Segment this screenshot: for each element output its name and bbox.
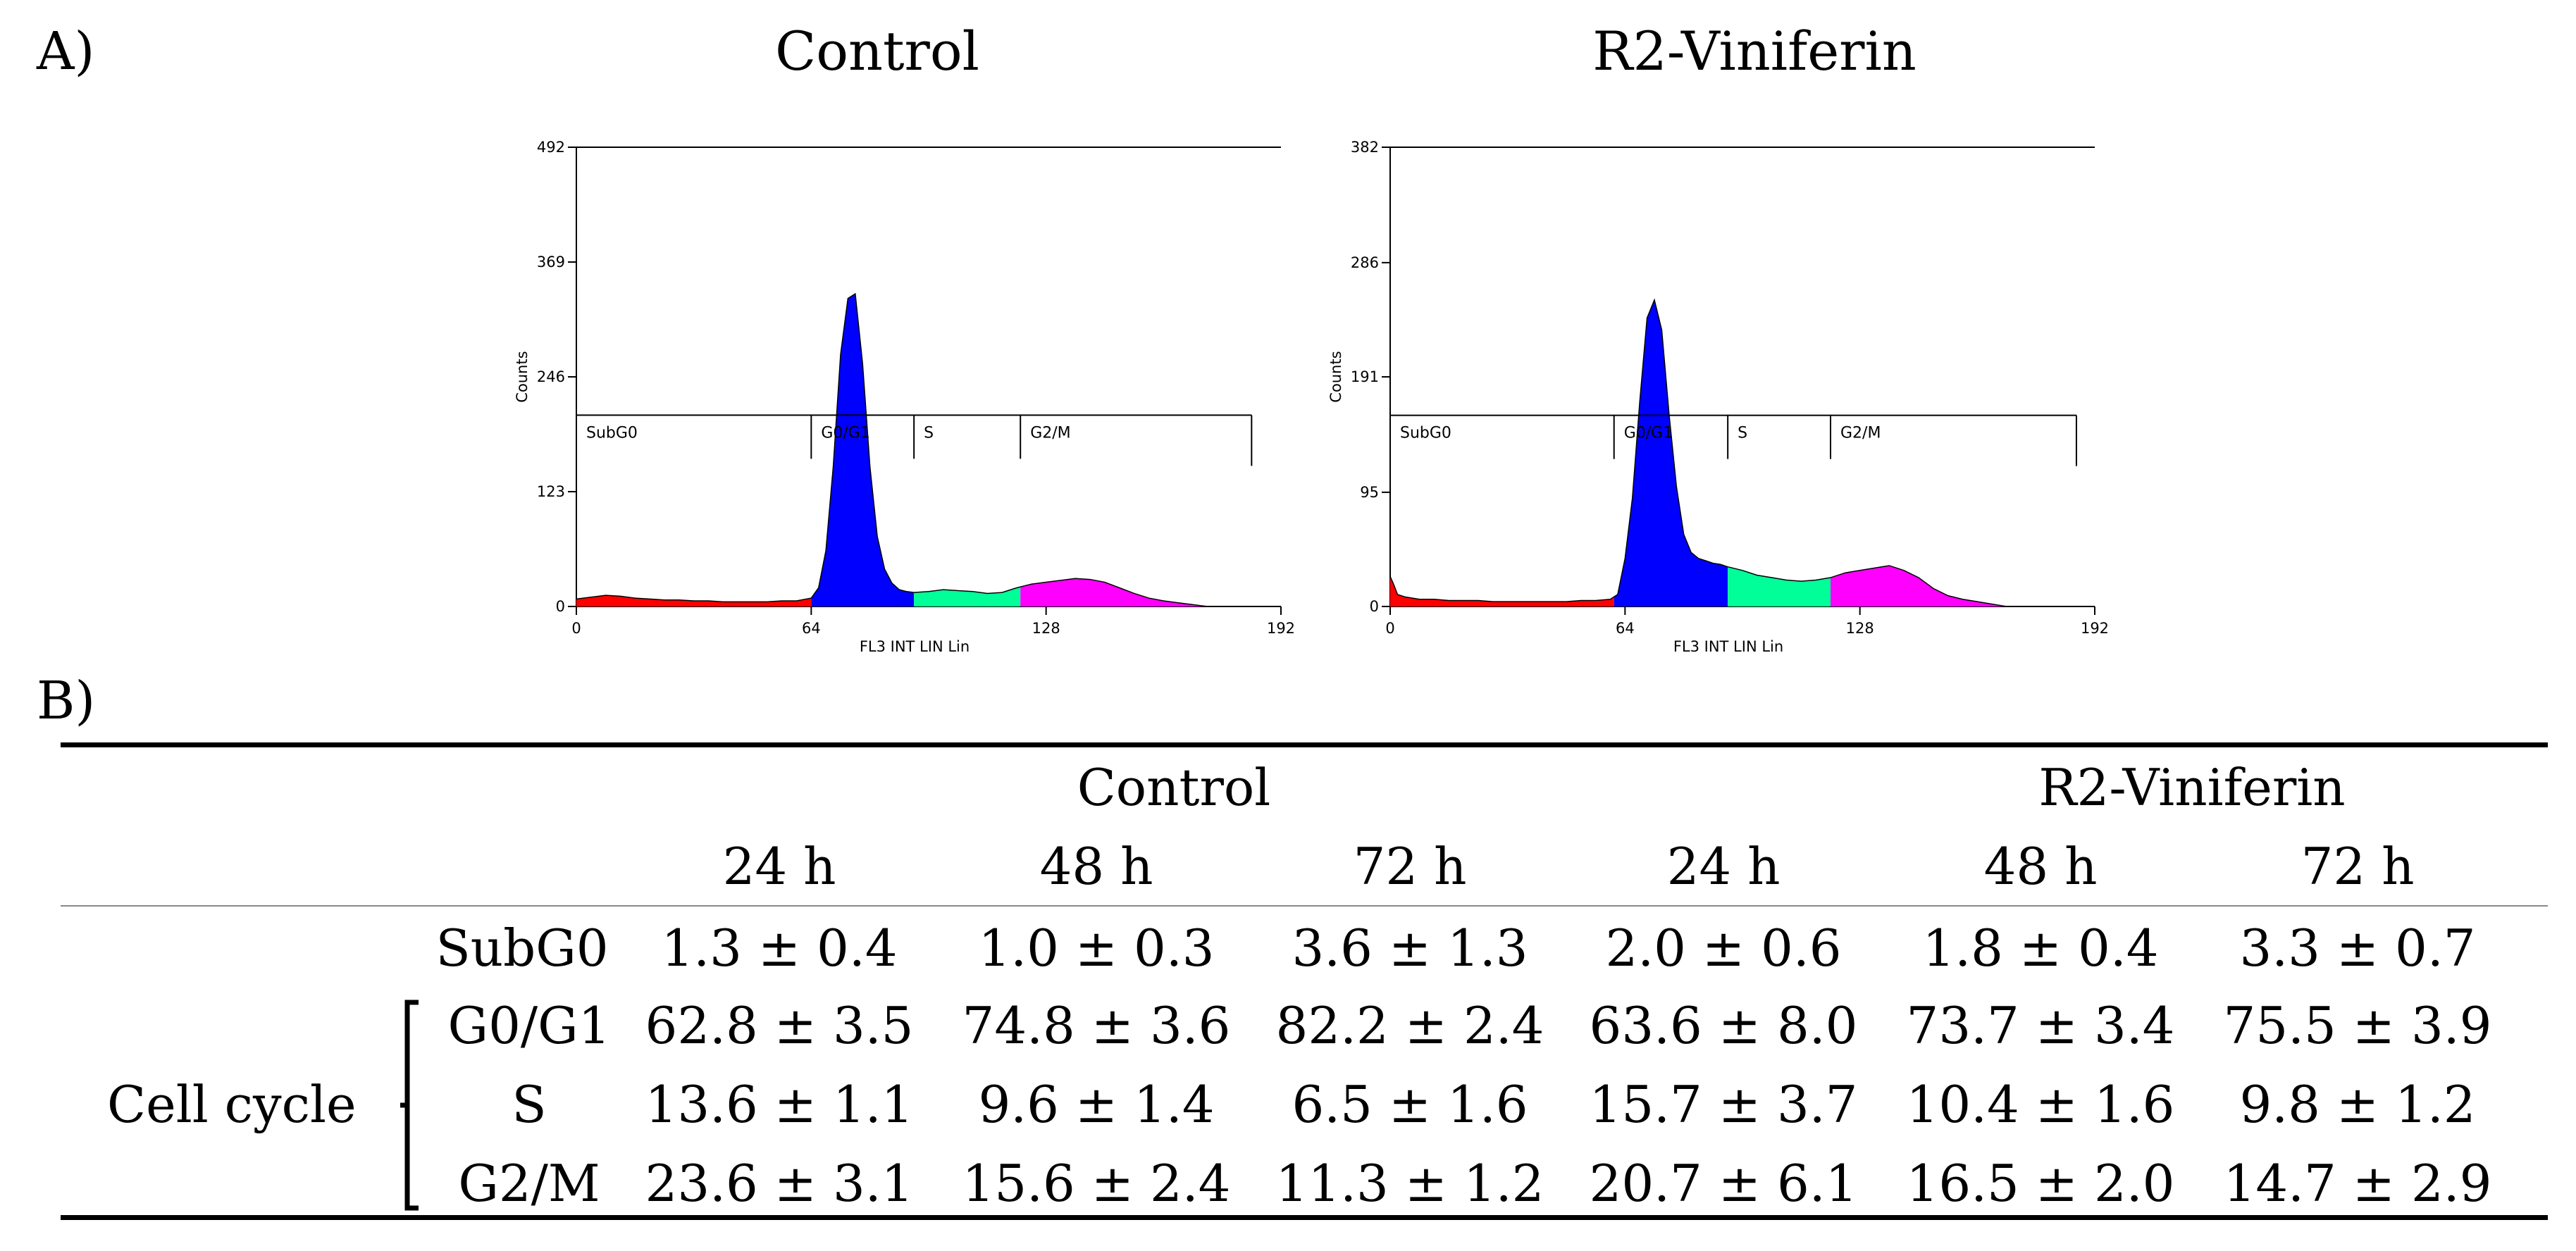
y-tick-label: 246 — [537, 368, 565, 385]
y-axis-label: Counts — [1327, 351, 1344, 402]
table-cell: 82.2 ± 2.4 — [1275, 996, 1544, 1055]
x-tick-label: 0 — [1385, 620, 1394, 637]
y-tick-label: 0 — [1370, 598, 1379, 615]
histogram-segment-g0g1 — [1614, 299, 1728, 606]
table-cell: 1.3 ± 0.4 — [661, 919, 898, 978]
table-cell: 16.5 ± 2.0 — [1906, 1154, 2175, 1213]
y-tick-label: 492 — [537, 139, 565, 156]
histogram-segment-s — [1728, 566, 1831, 606]
time-header: 72 h — [1353, 837, 1467, 896]
table-bottom-rule — [61, 1215, 2548, 1220]
x-tick-label: 64 — [1616, 620, 1635, 637]
y-tick-label: 0 — [556, 598, 565, 615]
gate-label: SubG0 — [1400, 425, 1451, 442]
table-header-rule — [61, 905, 2548, 907]
histogram-segment-g2m — [1831, 565, 2007, 606]
group-header-viniferin: R2-Viniferin — [2038, 758, 2346, 817]
gate-label: G0/G1 — [1624, 425, 1673, 442]
histogram-segment-subg0 — [1390, 576, 1614, 606]
histogram-outline — [576, 292, 1208, 607]
histogram-segment-g2m — [1020, 578, 1208, 606]
time-header: 48 h — [1983, 837, 2098, 896]
x-tick-label: 192 — [1267, 620, 1295, 637]
table-cell: 15.6 ± 2.4 — [962, 1154, 1231, 1213]
row-label: G2/M — [458, 1154, 600, 1213]
row-group-label: Cell cycle — [107, 1075, 357, 1134]
table-cell: 75.5 ± 3.9 — [2223, 996, 2492, 1055]
control-histogram: SubG0 G0/G1 S G2/M 0 123 246 369 492 0 64 128 192 FL3… — [514, 139, 1295, 655]
time-header: 24 h — [722, 837, 836, 896]
table-cell: 11.3 ± 1.2 — [1275, 1154, 1544, 1213]
row-label: S — [512, 1075, 547, 1134]
x-axis-label: FL3 INT LIN Lin — [860, 638, 970, 655]
y-tick-label: 382 — [1351, 139, 1379, 156]
table-cell: 20.7 ± 6.1 — [1589, 1154, 1858, 1213]
gate-label: S — [924, 424, 934, 442]
gate-label: G0/G1 — [821, 424, 870, 442]
panel-b-label: B) — [37, 671, 96, 731]
table-cell: 14.7 ± 2.9 — [2223, 1154, 2492, 1213]
time-header: 72 h — [2301, 837, 2415, 896]
table-cell: 2.0 ± 0.6 — [1605, 919, 1842, 978]
table-cell: 9.8 ± 1.2 — [2239, 1075, 2476, 1134]
row-label: G0/G1 — [447, 996, 611, 1055]
y-tick-label: 369 — [537, 254, 565, 270]
table-cell: 10.4 ± 1.6 — [1906, 1075, 2175, 1134]
x-tick-label: 128 — [1032, 620, 1060, 637]
x-tick-label: 0 — [571, 620, 581, 637]
x-tick-label: 192 — [2081, 620, 2109, 637]
gate-label: G2/M — [1840, 425, 1881, 442]
histogram-segment-s — [914, 587, 1021, 606]
histogram-outline — [1389, 298, 2007, 607]
y-axis-label: Counts — [514, 351, 531, 402]
table-cell: 73.7 ± 3.4 — [1906, 996, 2175, 1055]
gate-label: SubG0 — [586, 424, 638, 442]
table-cell: 13.6 ± 1.1 — [645, 1075, 914, 1134]
cell-cycle-table: Control R2-Viniferin 24 h 48 h 72 h 24 h… — [61, 742, 2548, 1230]
table-cell: 9.6 ± 1.4 — [978, 1075, 1215, 1134]
table-cell: 23.6 ± 3.1 — [645, 1154, 914, 1213]
table-cell: 1.8 ± 0.4 — [1922, 919, 2159, 978]
x-axis-label: FL3 INT LIN Lin — [1673, 638, 1783, 655]
table-cell: 3.6 ± 1.3 — [1292, 919, 1528, 978]
y-tick-label: 191 — [1351, 368, 1379, 385]
y-tick-label: 95 — [1360, 484, 1379, 501]
row-label: SubG0 — [435, 919, 609, 978]
panel-a-label: A) — [37, 21, 95, 82]
table-cell: 15.7 ± 3.7 — [1589, 1075, 1858, 1134]
table-cell: 3.3 ± 0.7 — [2239, 919, 2476, 978]
x-tick-label: 64 — [802, 620, 821, 637]
table-cell: 6.5 ± 1.6 — [1292, 1075, 1528, 1134]
control-chart-title: Control — [775, 20, 979, 82]
table-cell: 62.8 ± 3.5 — [645, 996, 914, 1055]
table-cell: 63.6 ± 8.0 — [1589, 996, 1858, 1055]
y-tick-label: 286 — [1351, 254, 1379, 271]
time-header: 48 h — [1039, 837, 1153, 896]
table-top-rule — [61, 742, 2548, 747]
table-cell: 74.8 ± 3.6 — [962, 996, 1231, 1055]
y-tick-label: 123 — [537, 483, 565, 500]
histogram-segment-g0g1 — [811, 294, 915, 606]
x-tick-label: 128 — [1846, 620, 1874, 637]
time-header: 24 h — [1666, 837, 1781, 896]
row-group-bracket — [400, 1000, 419, 1211]
table-cell: 1.0 ± 0.3 — [978, 919, 1215, 978]
viniferin-histogram: SubG0 G0/G1 S G2/M 0 95 191 286 382 0 64 128 192 FL3 … — [1327, 139, 2109, 655]
gate-label: S — [1738, 425, 1747, 442]
gate-label: G2/M — [1030, 424, 1070, 442]
viniferin-chart-title: R2-Viniferin — [1592, 20, 1916, 82]
group-header-control: Control — [1077, 758, 1271, 817]
